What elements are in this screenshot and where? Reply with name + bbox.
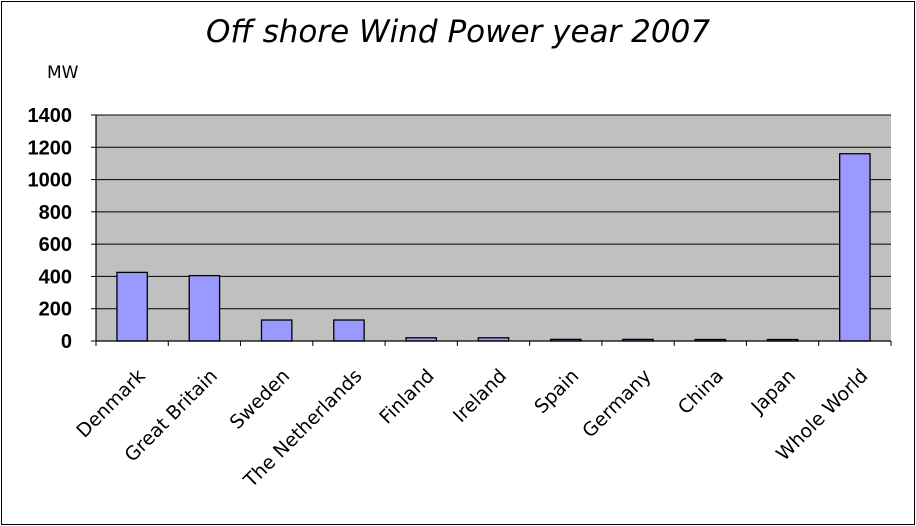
bar — [839, 153, 871, 342]
x-tick-label: Sweden — [226, 365, 295, 434]
x-tick-label: Japan — [746, 365, 800, 419]
y-tick-label: 1400 — [28, 105, 73, 127]
bar — [333, 319, 365, 342]
y-tick-label: 200 — [39, 299, 72, 321]
plot-area — [96, 115, 891, 341]
y-tick-label: 1200 — [28, 137, 73, 159]
x-tick-label: Spain — [530, 365, 583, 418]
bar — [116, 271, 148, 342]
y-tick-label: 0 — [61, 331, 72, 353]
x-tick-label: China — [674, 365, 728, 419]
y-tick-label: 800 — [39, 202, 72, 224]
chart-title: Off shore Wind Power year 2007 — [205, 14, 711, 50]
y-tick-label: 1000 — [28, 170, 73, 192]
x-tick-label: Ireland — [449, 365, 511, 427]
bar — [188, 274, 221, 342]
x-tick-label: Finland — [375, 365, 439, 429]
y-axis-unit-label: MW — [47, 63, 79, 83]
grid-lines — [96, 114, 891, 310]
x-tick-label: Denmark — [72, 365, 149, 442]
bar — [260, 319, 293, 342]
y-tick-label: 400 — [39, 266, 72, 288]
x-tick-label: Germany — [578, 365, 655, 442]
y-tick-label: 600 — [39, 234, 72, 256]
y-tick-labels: 0 200 400 600 800 1000 1200 1400 — [28, 105, 96, 353]
bars — [116, 153, 871, 342]
